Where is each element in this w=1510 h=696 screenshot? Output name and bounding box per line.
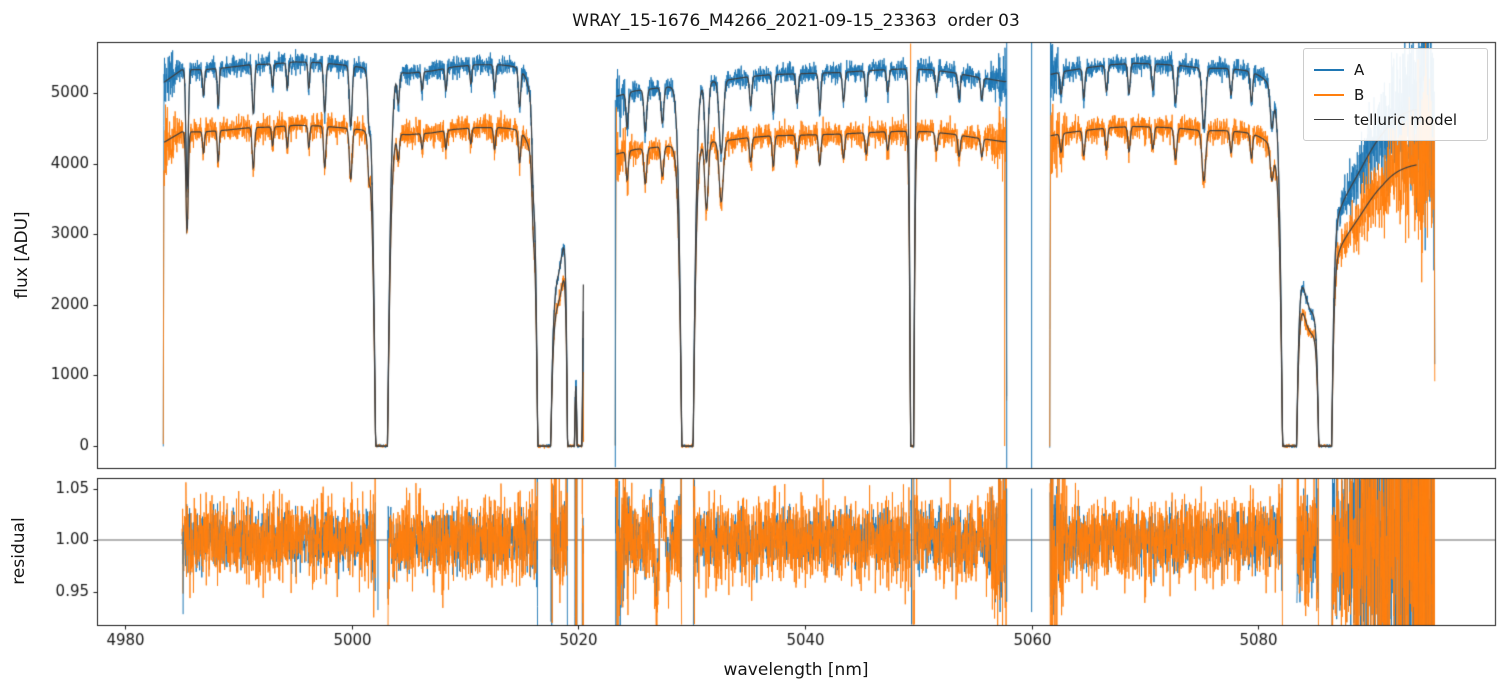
legend-label-a: A: [1354, 60, 1365, 79]
wavelength-axis-label: wavelength [nm]: [723, 660, 869, 680]
legend-item-telluric-model: telluric model: [1314, 107, 1481, 132]
legend-line-sample-a: [1314, 68, 1344, 71]
chart-title: WRAY_15-1676_M4266_2021-09-15_23363 orde…: [572, 11, 1020, 31]
flux-axis-label: flux [ADU]: [12, 211, 32, 299]
legend-line-sample-b: [1314, 93, 1344, 96]
legend-line-sample-telluric-model: [1314, 119, 1344, 120]
legend-label-b: B: [1354, 85, 1365, 104]
legend-item-a: A: [1314, 57, 1481, 82]
legend-label-telluric-model: telluric model: [1354, 110, 1458, 129]
legend: A B telluric model: [1303, 48, 1488, 141]
legend-item-b: B: [1314, 82, 1481, 107]
residual-axis-label: residual: [9, 517, 29, 585]
